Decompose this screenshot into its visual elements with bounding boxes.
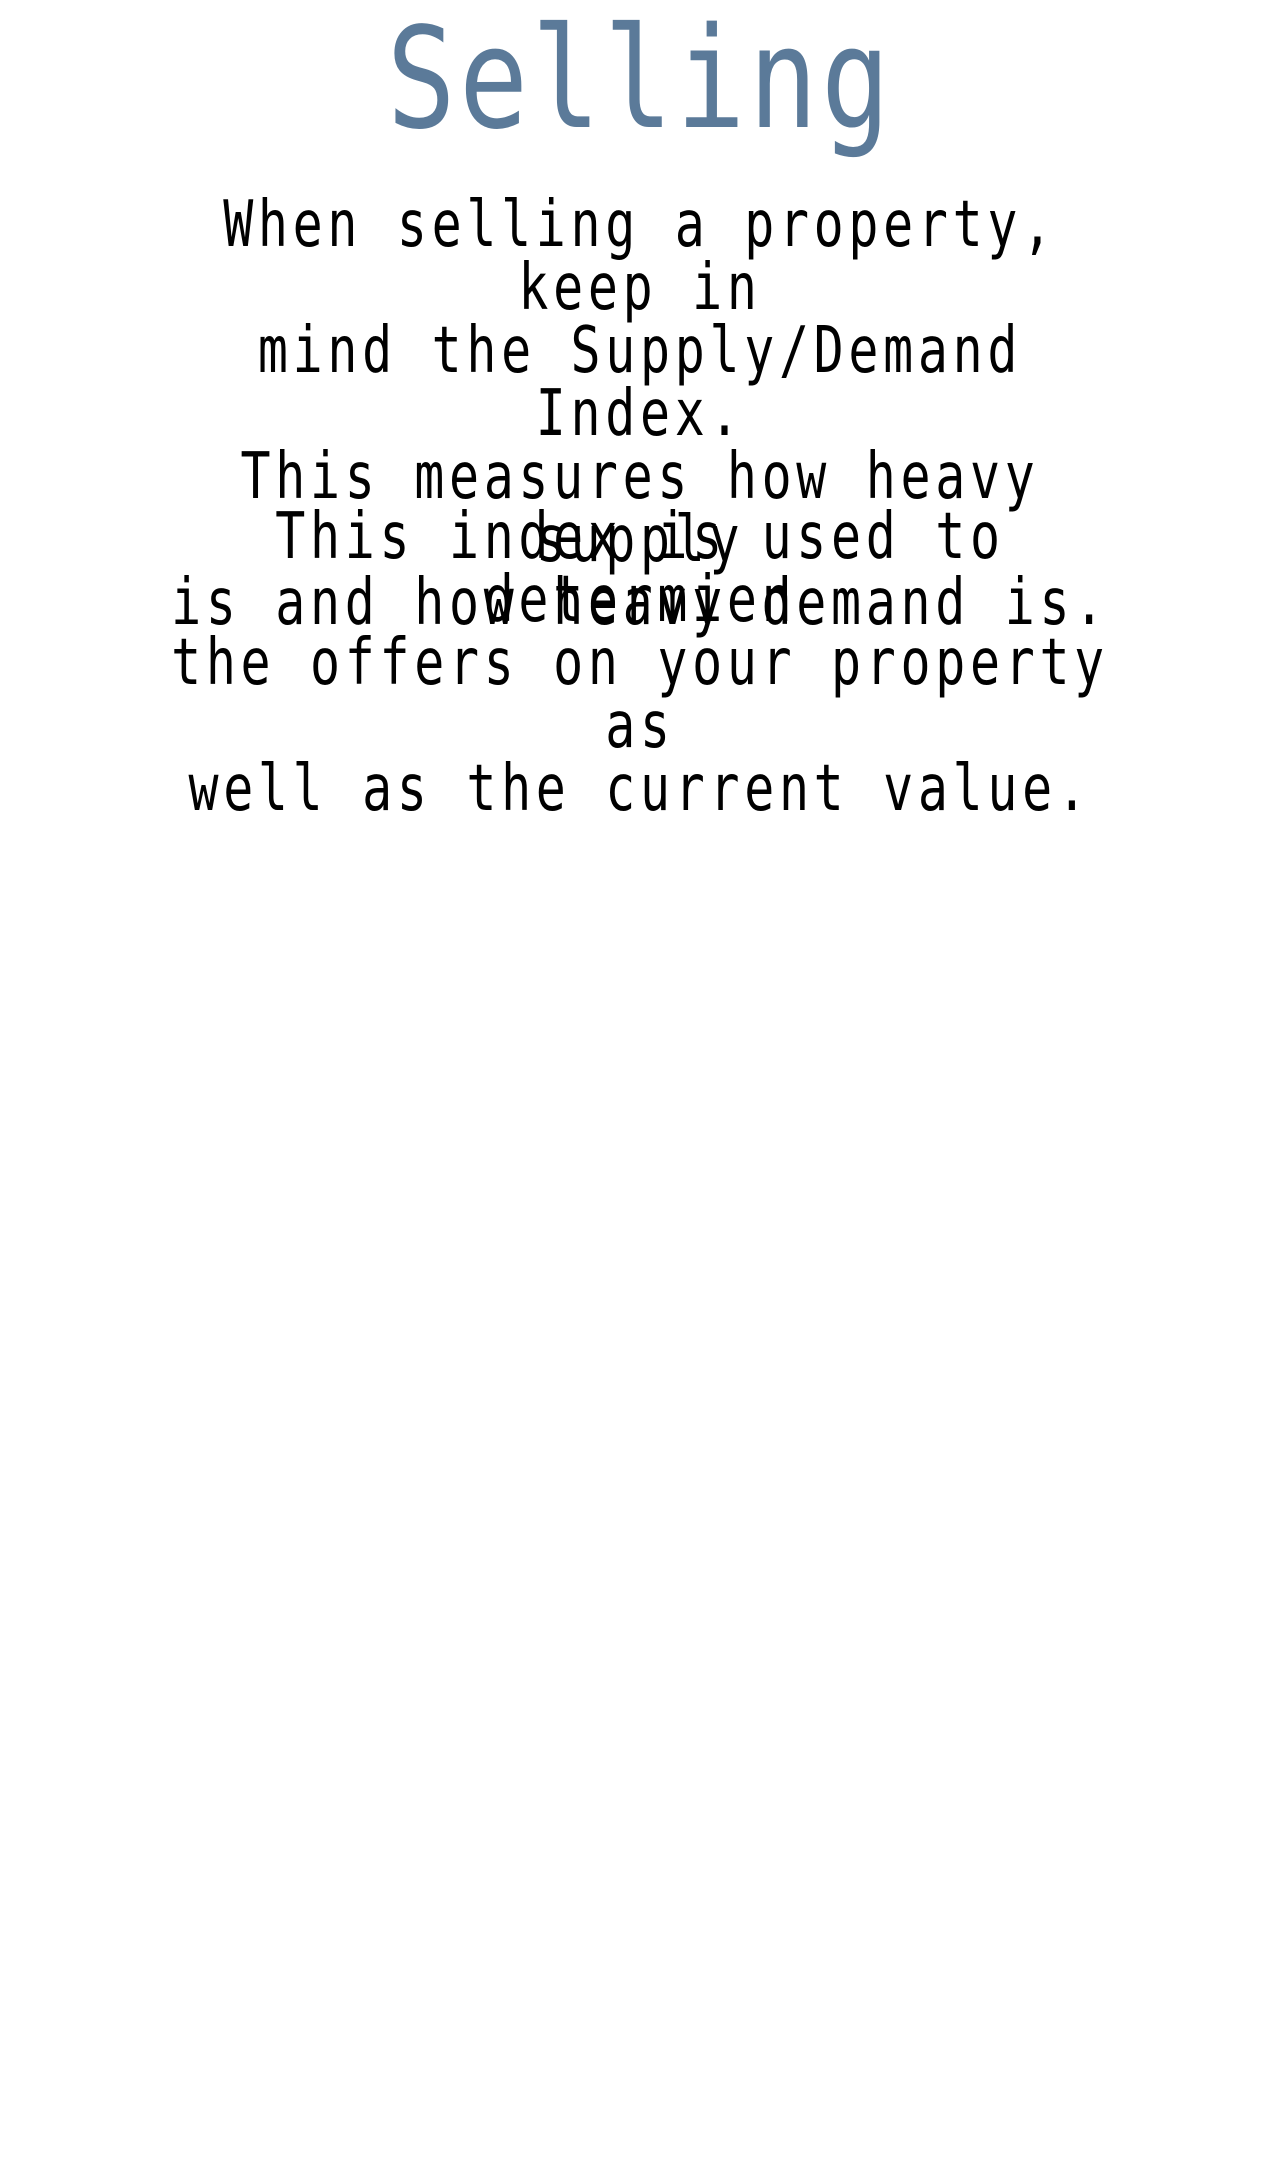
page-title: Selling	[386, 0, 894, 161]
paragraph-supply-demand-intro: When selling a property, keep in mind th…	[171, 188, 1109, 640]
paragraph-index-usage: This index is used to determien the offe…	[171, 500, 1109, 826]
